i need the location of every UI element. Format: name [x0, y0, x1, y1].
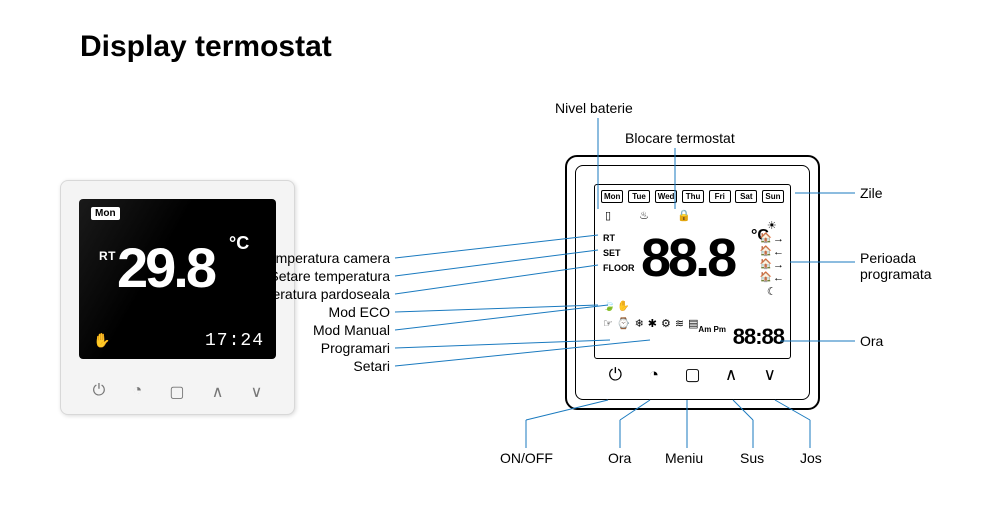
- mode-labels: RT SET FLOOR: [603, 231, 635, 276]
- day-fri: Fri: [709, 190, 731, 203]
- frost-icon: ❄: [635, 317, 644, 330]
- status-icon-row: ▯ ♨ 🔒: [605, 209, 780, 222]
- thermostat-diagram-buttons: ⏻ ◔ ▢ ∧ ∨: [596, 365, 789, 385]
- temperature-value: 29.8: [117, 235, 214, 300]
- callout-lock: Blocare termostat: [625, 130, 735, 146]
- flame-icon: ♨: [639, 209, 649, 222]
- callout-floor-temp: Temperatura pardoseala: [238, 286, 390, 302]
- day-sat: Sat: [735, 190, 757, 203]
- up-button-icon[interactable]: ∧: [212, 382, 224, 402]
- day-tue: Tue: [628, 190, 650, 203]
- arrow-icon: ←: [773, 272, 784, 284]
- clock-button-icon[interactable]: ◔: [132, 382, 142, 402]
- clock-button-icon[interactable]: ◔: [644, 365, 664, 385]
- clock-time: 17:24: [205, 331, 264, 351]
- ampm-label: Am Pm: [698, 326, 726, 334]
- sun-icon: ☀: [767, 219, 777, 232]
- house-icon: 🏠: [760, 233, 772, 245]
- callout-temp-camera: Temperatura camera: [261, 250, 390, 266]
- callout-sus: Sus: [740, 450, 764, 466]
- up-button-icon[interactable]: ∧: [721, 365, 741, 385]
- day-thu: Thu: [682, 190, 704, 203]
- gear-icon: ⚙: [661, 317, 671, 330]
- moon-icon: ☾: [767, 285, 777, 298]
- thermostat-photo-screen: Mon RT 29.8 °C ✋ 17:24: [79, 199, 276, 359]
- arrow-icon: ←: [773, 246, 784, 258]
- power-button-icon[interactable]: ⏻: [93, 382, 106, 402]
- callout-meniu: Meniu: [665, 450, 703, 466]
- callout-setari: Setari: [353, 358, 390, 374]
- thermostat-diagram: Mon Tue Wed Thu Fri Sat Sun ▯ ♨ 🔒 RT SET…: [565, 155, 820, 410]
- antifreeze-icon: ✱: [648, 317, 657, 330]
- battery-icon: ▯: [605, 209, 611, 222]
- temperature-unit: °C: [229, 233, 249, 254]
- label-floor: FLOOR: [603, 261, 635, 276]
- misc-icon: ▤: [688, 317, 698, 330]
- lock-icon: 🔒: [677, 209, 691, 222]
- day-wed: Wed: [655, 190, 678, 203]
- callout-eco: Mod ECO: [329, 304, 390, 320]
- house-icon: 🏠: [760, 246, 772, 258]
- power-button-icon[interactable]: ⏻: [605, 365, 625, 385]
- days-row: Mon Tue Wed Thu Fri Sat Sun: [601, 190, 784, 203]
- segment-time: 88:88: [733, 324, 784, 350]
- callout-set-temp: Setare temperatura: [269, 268, 390, 284]
- callout-ora-btn: Ora: [608, 450, 631, 466]
- callout-ora: Ora: [860, 333, 883, 349]
- wave-icon: ≋: [675, 317, 684, 330]
- day-sun: Sun: [762, 190, 784, 203]
- down-button-icon[interactable]: ∨: [760, 365, 780, 385]
- menu-button-icon[interactable]: ▢: [682, 365, 702, 385]
- rt-label: RT: [99, 249, 116, 263]
- thermostat-photo-buttons: ⏻ ◔ ▢ ∧ ∨: [79, 382, 276, 402]
- bottom-icon-row: ☞ ⌚ ❄ ✱ ⚙ ≋ ▤: [603, 317, 699, 330]
- callout-zile: Zile: [860, 185, 883, 201]
- menu-button-icon[interactable]: ▢: [169, 382, 184, 402]
- period-icons: ☀ 🏠→ 🏠← 🏠→ 🏠← ☾: [760, 219, 784, 298]
- hand-icon-2: ☞: [603, 317, 613, 330]
- thermostat-diagram-screen: Mon Tue Wed Thu Fri Sat Sun ▯ ♨ 🔒 RT SET…: [594, 184, 791, 359]
- callout-prog: Programari: [321, 340, 390, 356]
- label-set: SET: [603, 246, 635, 261]
- callout-jos: Jos: [800, 450, 822, 466]
- house-icon: 🏠: [760, 259, 772, 271]
- callout-onoff: ON/OFF: [500, 450, 553, 466]
- arrow-icon: →: [773, 233, 784, 245]
- prog-icon: ⌚: [617, 317, 631, 330]
- manual-icon: ✋: [93, 332, 110, 349]
- down-button-icon[interactable]: ∨: [251, 382, 263, 402]
- manual-icon: ✋: [617, 301, 629, 312]
- day-badge: Mon: [91, 207, 120, 220]
- day-mon: Mon: [601, 190, 623, 203]
- arrow-icon: →: [773, 259, 784, 271]
- house-icon: 🏠: [760, 272, 772, 284]
- callout-period: Perioada programata: [860, 250, 932, 282]
- segment-display: 88.8: [641, 227, 734, 289]
- label-rt: RT: [603, 231, 635, 246]
- thermostat-diagram-inner: Mon Tue Wed Thu Fri Sat Sun ▯ ♨ 🔒 RT SET…: [575, 165, 810, 400]
- callout-battery: Nivel baterie: [555, 100, 633, 116]
- callout-manual: Mod Manual: [313, 322, 390, 338]
- eco-icon: 🍃: [603, 301, 615, 312]
- page-title: Display termostat: [80, 30, 332, 64]
